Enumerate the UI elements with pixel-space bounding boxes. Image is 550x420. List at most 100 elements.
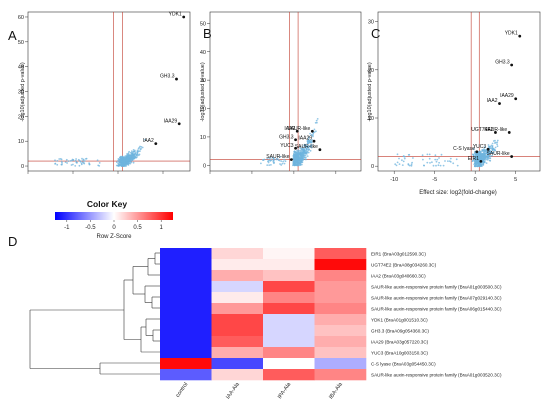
heatmap-row-label: YDK1 (BraA01g001510.3C) [371,317,428,322]
data-point [491,154,493,157]
y-tick-label: 50 [200,21,206,27]
data-point [131,158,134,161]
heatmap-row-label: YUC3 (BraA10g003150.3C) [371,350,428,355]
data-point [488,157,491,160]
gene-label: IAA29 [298,136,312,142]
data-point [130,154,133,157]
data-point [139,148,142,151]
data-point [296,149,298,152]
heatmap-cell [160,303,212,315]
highlighted-gene-point [479,159,483,163]
data-point [429,162,431,164]
data-point [296,156,298,159]
panel-a-ylabel: -log10(adjusted p-value) [20,62,26,121]
y-tick-label: 0 [203,163,206,169]
data-point [310,144,313,146]
data-point [306,148,308,151]
data-point [493,142,496,144]
data-point [494,149,496,152]
gene-label: GH3.3 [495,60,510,66]
heatmap-row-label: SAUR-like auxin-responsive protein famil… [371,284,502,289]
data-point [396,161,399,164]
heatmap-cell [211,259,264,271]
heatmap-cell [160,259,212,271]
data-point [398,163,401,166]
data-point [136,149,139,152]
data-point [127,164,130,166]
data-point [98,165,101,167]
data-point [408,153,411,156]
data-point [266,164,269,167]
data-point [301,145,304,148]
color-key-tick-label: 0 [112,225,116,231]
data-point [64,161,67,164]
data-point [410,163,413,166]
data-point [280,164,283,166]
highlighted-gene-point [182,15,186,19]
color-key-tick-marks [66,220,162,222]
panel-a-label: A [8,28,17,43]
gene-label: SAUR-like [295,144,318,150]
data-point [316,118,319,120]
data-point [402,155,405,158]
data-point [120,160,123,163]
data-point [292,164,294,167]
highlighted-gene-point [175,77,178,81]
data-point [426,153,429,156]
data-point [70,164,73,166]
panel-c: C -log10(adjusted p-value) Effect size: … [367,11,541,196]
data-point [283,158,285,161]
data-point [130,151,132,154]
heatmap-cell [211,303,264,315]
heatmap-cell [211,369,264,381]
data-point [117,159,119,162]
heatmap-row-label: IAA29 (BraA03g057220.3C) [371,339,429,344]
y-tick-label: 60 [18,15,24,21]
data-point [306,153,308,155]
gene-label: GH3.3 [279,134,294,140]
data-point [303,144,306,147]
data-point [293,151,296,154]
heatmap-cell [314,292,367,304]
y-tick-label: 20 [18,114,24,120]
data-point [275,158,278,161]
data-point [123,164,125,167]
data-point [304,145,307,147]
heatmap-cell [211,336,264,348]
data-point [308,136,310,139]
data-point [268,157,271,160]
highlighted-gene-point [295,129,299,133]
highlighted-gene-point [318,148,322,152]
data-point [483,148,485,150]
panel-b-axes: 0 10 20 30 40 50 [200,11,362,174]
panel-a: A -log10(adjusted p-value) 0 10 20 30 40 50 60… [8,11,191,174]
gene-label: SAUR-like [266,154,289,160]
data-point [311,141,313,144]
data-point [129,159,132,162]
data-point [136,153,138,156]
data-point [449,157,452,160]
data-point [115,164,118,167]
data-point [307,139,310,141]
data-point [266,157,269,160]
data-point [260,162,262,165]
data-point [295,154,297,157]
highlighted-gene-point [310,129,314,133]
data-point [126,159,129,162]
heatmap-cell [160,314,212,326]
data-point [60,160,63,163]
data-point [263,158,266,161]
heatmap-column-label: IBA-Ala [328,381,344,400]
data-point [293,158,296,161]
data-point [492,140,495,142]
y-tick-label: 40 [18,65,24,71]
data-point [305,158,307,161]
heatmap-row-label: SAUR-like auxin-responsive protein famil… [371,295,502,300]
heatmap-row-labels: EIR1 (BraA03g012590.3C) UGT74E2 (BraA08g0… [371,251,502,377]
y-tick-label: 50 [18,40,24,46]
y-tick-label: 20 [368,68,374,74]
data-point [307,140,310,143]
data-point [422,158,424,161]
data-point [137,154,140,157]
heatmap-cell [160,270,212,282]
